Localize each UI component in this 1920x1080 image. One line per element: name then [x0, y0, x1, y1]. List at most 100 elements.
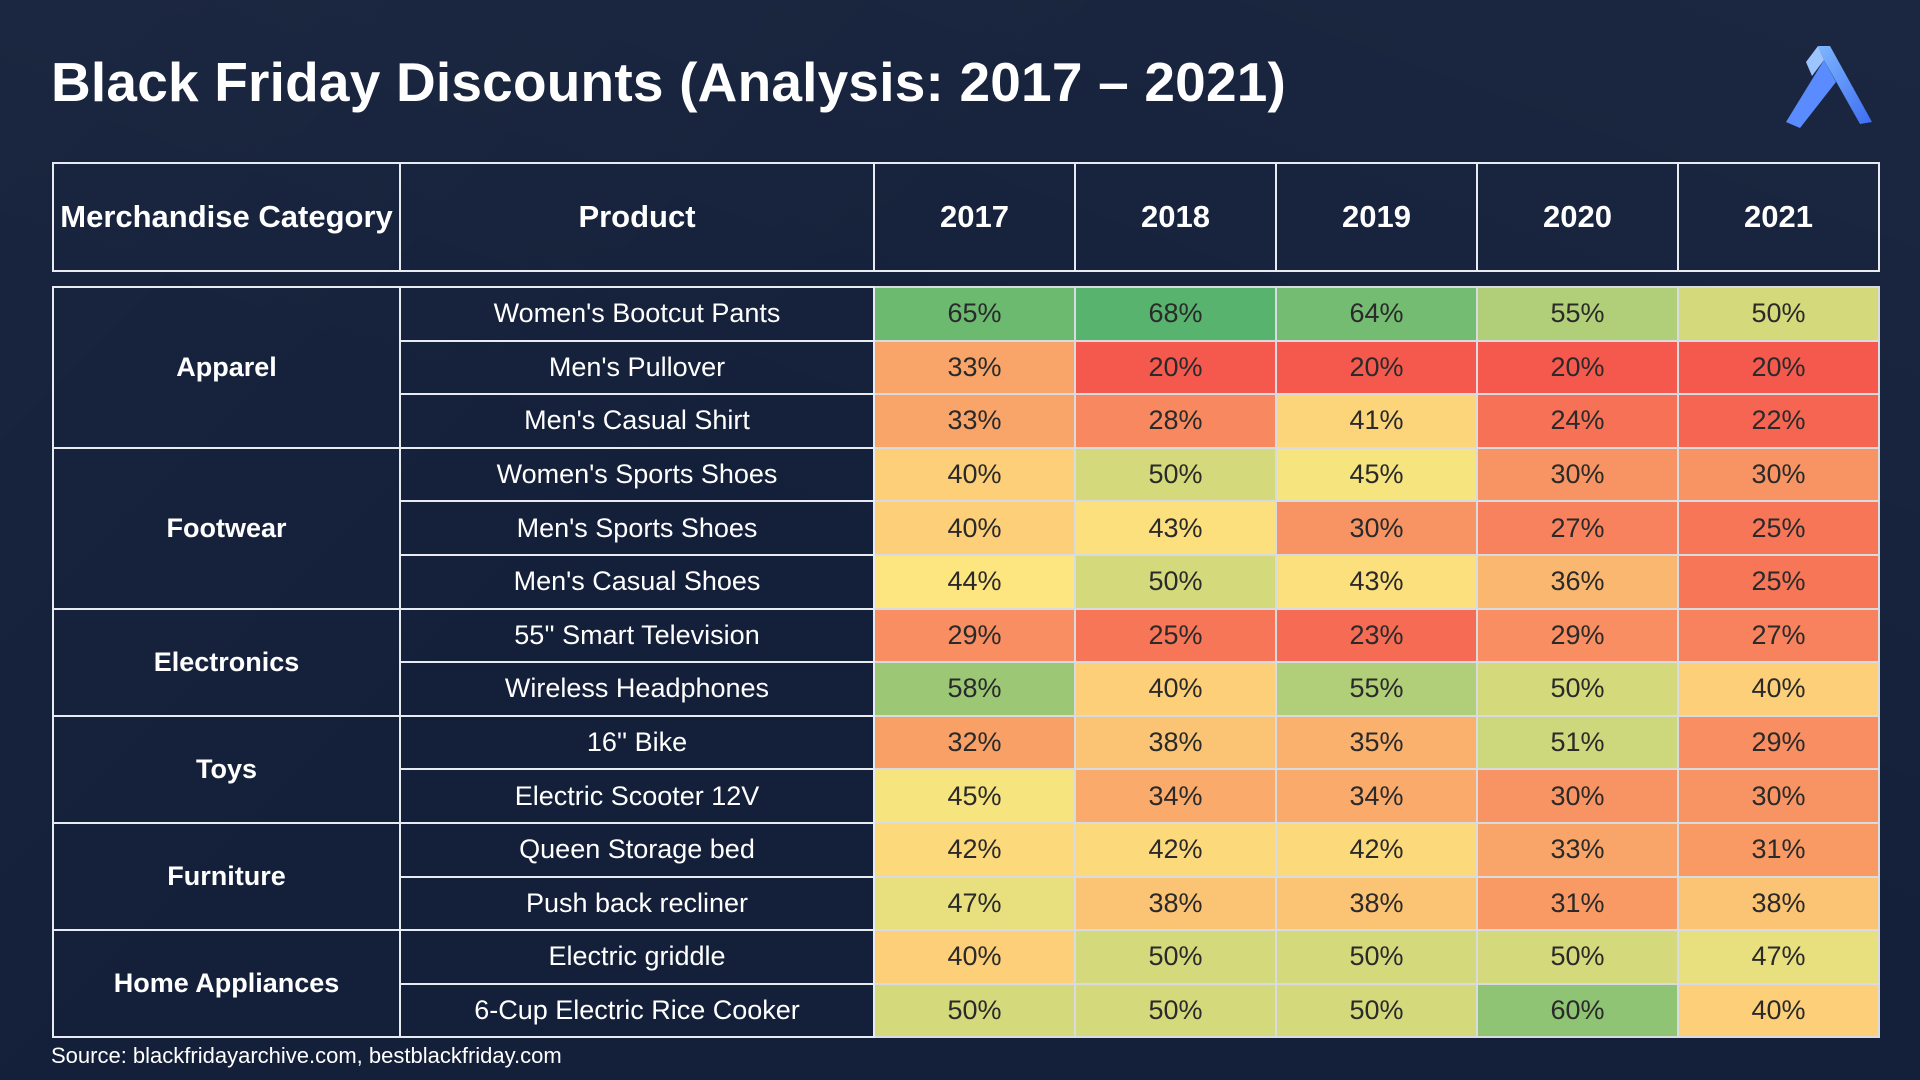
discount-cell-2019: 30% [1275, 500, 1478, 556]
discount-cell-2018: 43% [1074, 500, 1277, 556]
discount-cell-2021: 22% [1677, 393, 1880, 449]
table-row: Home Appliances Electric griddle 40% 50% 50%… [52, 929, 1880, 1039]
discount-cell-2021: 47% [1677, 929, 1880, 985]
discount-cell-2020: 30% [1476, 768, 1679, 824]
discount-cell-2018: 50% [1074, 929, 1277, 985]
table-row: Footwear Women's Sports Shoes 40% 50% 45% 30%… [52, 446, 1880, 610]
discount-cell-2017: 50% [873, 982, 1076, 1039]
discount-cell-2021: 40% [1677, 661, 1880, 717]
product-cell: Women's Bootcut Pants [399, 286, 875, 342]
table-row: Toys 16'' Bike 32% 38% 35% 51% 29% [52, 714, 1880, 824]
brand-logo-icon [1786, 46, 1872, 128]
table-row: Men's Casual Shoes 44% 50% 43% 36% 25% [53, 553, 1880, 610]
product-cell: 55'' Smart Television [399, 607, 875, 664]
discount-cell-2019: 23% [1275, 607, 1478, 664]
discount-cell-2020: 31% [1476, 875, 1679, 932]
discount-cell-2017: 32% [873, 714, 1076, 771]
table-row: Men's Pullover 33% 20% 20% 20% 20% [53, 339, 1880, 396]
discount-cell-2017: 42% [873, 821, 1076, 878]
category-cell: Footwear [52, 446, 401, 610]
discount-cell-2019: 41% [1275, 393, 1478, 449]
discount-cell-2021: 38% [1677, 875, 1880, 932]
table-row: Electronics 55'' Smart Television 29% 25% 23… [52, 607, 1880, 717]
discount-cell-2019: 20% [1275, 339, 1478, 396]
product-cell: Men's Casual Shoes [399, 553, 875, 610]
product-cell: Men's Pullover [399, 339, 875, 396]
category-cell: Electronics [52, 607, 401, 717]
header-year-2020: 2020 [1476, 162, 1679, 272]
discount-cell-2019: 38% [1275, 875, 1478, 932]
discount-cell-2019: 55% [1275, 661, 1478, 717]
category-cell: Furniture [52, 821, 401, 932]
discount-cell-2018: 42% [1074, 821, 1277, 878]
discount-cell-2017: 65% [873, 286, 1076, 342]
discount-cell-2020: 51% [1476, 714, 1679, 771]
discount-cell-2017: 47% [873, 875, 1076, 932]
discount-cell-2020: 33% [1476, 821, 1679, 878]
discount-cell-2020: 20% [1476, 339, 1679, 396]
discount-cell-2019: 34% [1275, 768, 1478, 824]
product-cell: Men's Casual Shirt [399, 393, 875, 449]
discount-cell-2017: 58% [873, 661, 1076, 717]
product-cell: Electric Scooter 12V [399, 768, 875, 824]
product-cell: Push back recliner [399, 875, 875, 932]
category-cell: Home Appliances [52, 929, 401, 1039]
header-year-2017: 2017 [873, 162, 1076, 272]
discount-cell-2017: 40% [873, 929, 1076, 985]
table-row: Push back recliner 47% 38% 38% 31% 38% [53, 875, 1880, 932]
discount-cell-2018: 68% [1074, 286, 1277, 342]
discount-cell-2021: 20% [1677, 339, 1880, 396]
header-year-2018: 2018 [1074, 162, 1277, 272]
table-row: Wireless Headphones 58% 40% 55% 50% 40% [53, 661, 1880, 717]
discount-cell-2021: 29% [1677, 714, 1880, 771]
product-cell: Wireless Headphones [399, 661, 875, 717]
header-year-2019: 2019 [1275, 162, 1478, 272]
discount-cell-2021: 25% [1677, 500, 1880, 556]
product-cell: 6-Cup Electric Rice Cooker [399, 982, 875, 1039]
discount-cell-2018: 38% [1074, 714, 1277, 771]
discount-cell-2021: 40% [1677, 982, 1880, 1039]
table-row: Electric Scooter 12V 45% 34% 34% 30% 30% [53, 768, 1880, 824]
discount-cell-2020: 60% [1476, 982, 1679, 1039]
discount-cell-2018: 25% [1074, 607, 1277, 664]
discount-cell-2021: 31% [1677, 821, 1880, 878]
header-product: Product [399, 162, 875, 272]
discount-cell-2018: 50% [1074, 982, 1277, 1039]
discount-cell-2020: 29% [1476, 607, 1679, 664]
product-cell: Queen Storage bed [399, 821, 875, 878]
discount-cell-2019: 50% [1275, 982, 1478, 1039]
discount-cell-2018: 28% [1074, 393, 1277, 449]
discount-cell-2021: 27% [1677, 607, 1880, 664]
discount-cell-2021: 50% [1677, 286, 1880, 342]
discount-cell-2018: 20% [1074, 339, 1277, 396]
table-row: Men's Sports Shoes 40% 43% 30% 27% 25% [53, 500, 1880, 556]
discount-cell-2021: 25% [1677, 553, 1880, 610]
source-note: Source: blackfridayarchive.com, bestblac… [51, 1043, 562, 1068]
table-row: Furniture Queen Storage bed 42% 42% 42% 33% 31… [52, 821, 1880, 932]
product-cell: Women's Sports Shoes [399, 446, 875, 503]
discount-cell-2017: 40% [873, 446, 1076, 503]
table-row: 6-Cup Electric Rice Cooker 50% 50% 50% 60% 40… [53, 982, 1880, 1039]
table-row: Apparel Women's Bootcut Pants 65% 68% 64% 55%… [52, 286, 1880, 449]
discount-cell-2020: 50% [1476, 929, 1679, 985]
page-title: Black Friday Discounts (Analysis: 2017 –… [51, 51, 1287, 113]
discount-cell-2021: 30% [1677, 446, 1880, 503]
discount-cell-2019: 43% [1275, 553, 1478, 610]
discount-cell-2019: 42% [1275, 821, 1478, 878]
discount-cell-2020: 36% [1476, 553, 1679, 610]
discount-cell-2018: 50% [1074, 553, 1277, 610]
product-cell: 16'' Bike [399, 714, 875, 771]
discount-cell-2018: 40% [1074, 661, 1277, 717]
heatmap-table: Apparel Women's Bootcut Pants 65% 68% 64% 55%… [52, 286, 1880, 1039]
discount-cell-2020: 27% [1476, 500, 1679, 556]
category-cell: Apparel [52, 286, 401, 449]
table-header: Merchandise Category Product 2017 2018 2… [52, 162, 1880, 272]
discount-cell-2019: 64% [1275, 286, 1478, 342]
discount-cell-2018: 50% [1074, 446, 1277, 503]
discount-cell-2017: 29% [873, 607, 1076, 664]
discount-cell-2020: 24% [1476, 393, 1679, 449]
discount-cell-2019: 35% [1275, 714, 1478, 771]
discount-cell-2021: 30% [1677, 768, 1880, 824]
discount-cell-2018: 38% [1074, 875, 1277, 932]
discount-cell-2017: 33% [873, 393, 1076, 449]
